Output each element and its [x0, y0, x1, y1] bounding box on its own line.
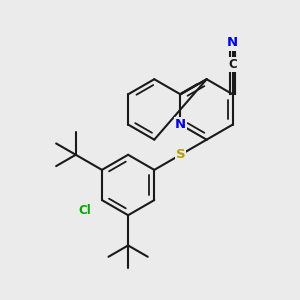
Text: N: N	[227, 37, 238, 50]
Text: S: S	[176, 148, 185, 161]
Text: Cl: Cl	[78, 204, 91, 217]
Text: C: C	[228, 58, 237, 70]
Text: N: N	[175, 118, 186, 131]
